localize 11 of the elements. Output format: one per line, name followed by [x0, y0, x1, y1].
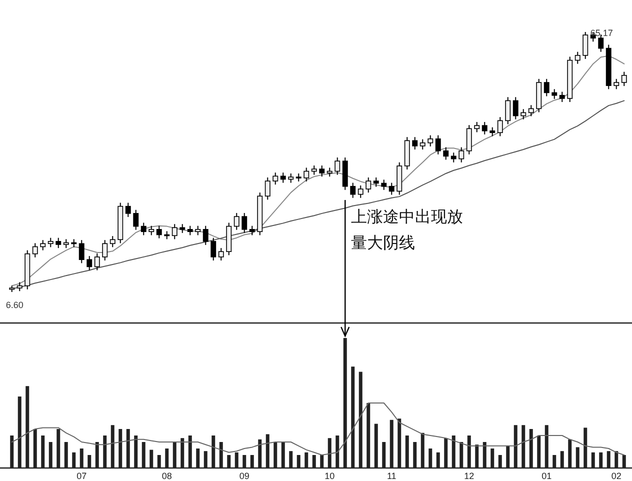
- x-tick-label: 12: [464, 471, 474, 481]
- x-tick-label: 07: [76, 471, 87, 481]
- x-tick-label: 08: [162, 471, 172, 481]
- x-tick-label: 10: [324, 471, 335, 481]
- x-tick-label: 09: [239, 471, 250, 481]
- x-tick-label: 01: [542, 471, 552, 481]
- annotation: 6.60: [6, 300, 24, 310]
- x-tick-label: 02: [611, 471, 622, 481]
- annotation: 上涨途中出现放量大阴线: [351, 207, 464, 252]
- x-tick-label: 11: [386, 471, 396, 481]
- annotation: 65.17: [590, 28, 613, 38]
